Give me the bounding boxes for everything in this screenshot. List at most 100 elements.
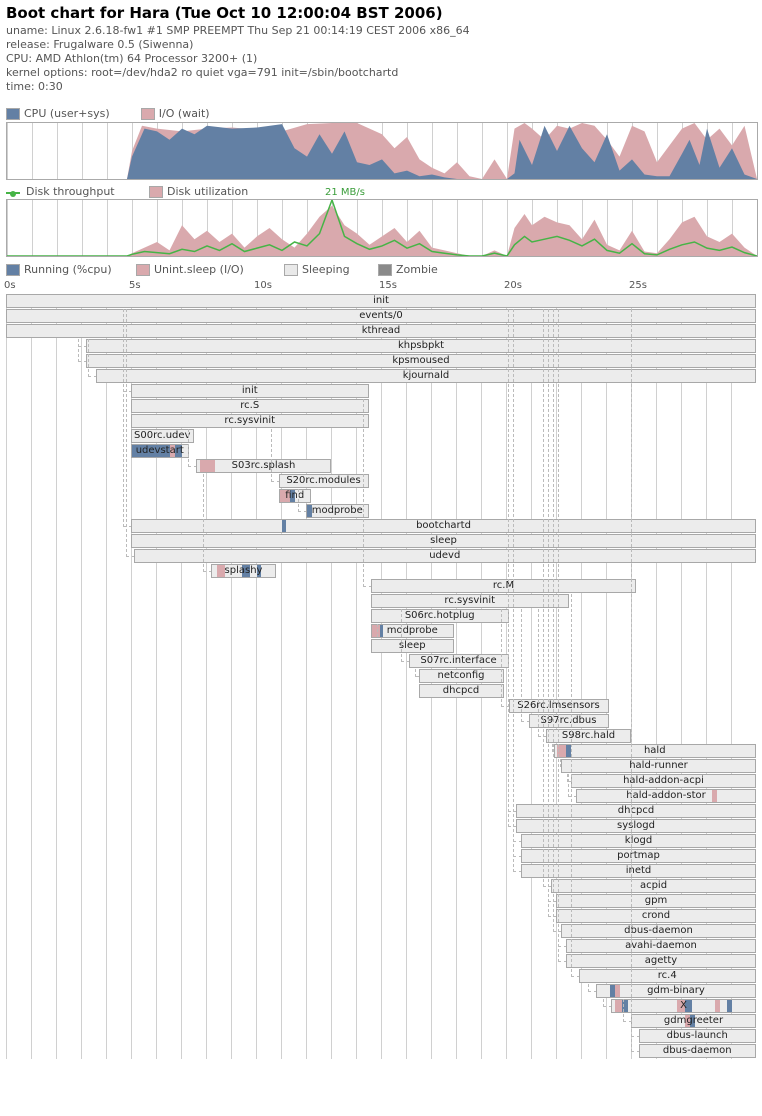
process-bar: S06rc.hotplug [371,609,509,623]
header-line: time: 0:30 [6,80,63,94]
time-tick: 10s [254,280,272,291]
process-bar: rc.sysvinit [131,414,369,428]
process-label: init [7,295,755,307]
unint-swatch [136,264,150,276]
process-label: S20rc.modules [280,475,368,487]
process-label: rc.M [372,580,635,592]
time-tick: 25s [629,280,647,291]
proc-grid [6,294,7,1059]
disk-util-legend: Disk utilization [167,185,248,198]
process-bar: dhcpcd [419,684,504,698]
tree-connector [203,474,212,572]
process-label: dbus-daemon [562,925,755,937]
process-bar: crond [556,909,756,923]
process-label: hald-runner [562,760,755,772]
proc-grid [31,294,32,1059]
header-line: release: Frugalware 0.5 (Siwenna) [6,38,193,52]
process-label: S07rc.interface [410,655,508,667]
process-label: agetty [567,955,755,967]
process-bar: rc.4 [579,969,757,983]
process-bar: rc.S [131,399,369,413]
tree-connector [558,309,567,962]
header-line: uname: Linux 2.6.18-fw1 #1 SMP PREEMPT T… [6,24,470,38]
process-label: bootchartd [132,520,755,532]
process-bar: modprobe [306,504,369,518]
process-label: dbus-launch [640,1030,756,1042]
process-label: init [132,385,368,397]
process-label: sleep [132,535,755,547]
process-label: acpid [552,880,755,892]
process-bar: udevd [134,549,757,563]
process-label: netconfig [420,670,503,682]
process-bar: S07rc.interface [409,654,509,668]
sleeping-legend: Sleeping [302,263,350,276]
process-label: udevd [135,550,756,562]
process-bar: rc.sysvinit [371,594,569,608]
process-bar: rc.M [371,579,636,593]
process-label: crond [557,910,755,922]
process-label: splashy [212,565,275,577]
process-label: modprobe [372,625,453,637]
process-label: udevstart [132,445,188,457]
process-bar: dbus-launch [639,1029,757,1043]
time-tick: 15s [379,280,397,291]
process-bar: hald-runner [561,759,756,773]
process-bar: splashy [211,564,276,578]
process-bar: sleep [131,534,756,548]
cpu-legend: CPU (user+sys) [24,107,110,120]
running-swatch [6,264,20,276]
process-label: events/0 [7,310,755,322]
process-label: S00rc.udev [132,430,193,442]
process-bar: khpsbpkt [86,339,756,353]
sleeping-swatch [284,264,298,276]
process-label: dbus-daemon [640,1045,756,1057]
process-label: kjournald [97,370,755,382]
process-label: kpsmoused [87,355,755,367]
process-bar: agetty [566,954,756,968]
tree-connector [126,309,135,557]
tree-connector [363,399,372,587]
proc-grid [531,294,532,1059]
io-swatch [141,108,155,120]
process-bar: events/0 [6,309,756,323]
process-bar: gpm [556,894,756,908]
process-bar: S20rc.modules [279,474,369,488]
disk-throughput-legend: Disk throughput [26,185,115,198]
tree-connector [571,594,580,977]
time-tick: 0s [4,280,16,291]
process-bar: avahi-daemon [566,939,756,953]
process-bar: sleep [371,639,454,653]
io-legend: I/O (wait) [159,107,210,120]
proc-grid [406,294,407,1059]
time-tick: 20s [504,280,522,291]
chart-frame [6,199,758,257]
process-bar: hald [554,744,757,758]
process-bar: modprobe [371,624,454,638]
header-line: kernel options: root=/dev/hda2 ro quiet … [6,66,398,80]
process-bar: gdm-binary [596,984,756,998]
process-label: hald-addon-acpi [572,775,755,787]
process-label: S06rc.hotplug [372,610,508,622]
process-label: hald-addon-stor [577,790,755,802]
process-bar: S00rc.udev [131,429,194,443]
unint-legend: Unint.sleep (I/O) [154,263,244,276]
process-label: rc.sysvinit [372,595,568,607]
process-label: kthread [7,325,755,337]
tree-connector [631,309,640,1052]
process-bar: dbus-daemon [561,924,756,938]
time-tick: 5s [129,280,141,291]
tree-connector [513,309,522,872]
process-label: gdm-binary [597,985,755,997]
process-bar: bootchartd [131,519,756,533]
process-bar: hald-addon-stor [576,789,756,803]
cpu-swatch [6,108,20,120]
process-label: rc.S [132,400,368,412]
disk-throughput-swatch [6,192,20,194]
process-bar: udevstart [131,444,189,458]
process-bar: netconfig [419,669,504,683]
process-label: hald [555,745,756,757]
process-bar: gdmgreeter [631,1014,756,1028]
process-bar: init [131,384,369,398]
process-bar: hald-addon-acpi [571,774,756,788]
process-label: rc.sysvinit [132,415,368,427]
